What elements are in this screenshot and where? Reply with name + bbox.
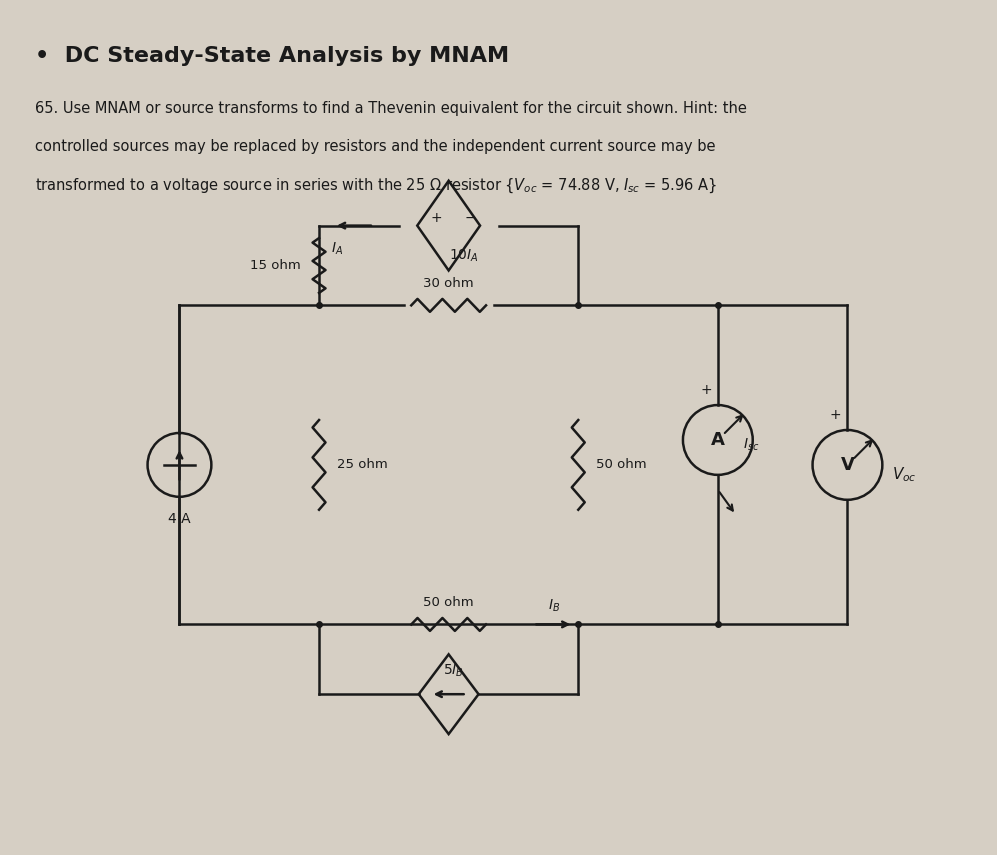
Text: +: + — [431, 210, 443, 225]
Text: $I_A$: $I_A$ — [331, 240, 343, 257]
Text: V: V — [840, 456, 854, 474]
Text: A: A — [711, 431, 725, 449]
Text: 50 ohm: 50 ohm — [424, 597, 474, 610]
Text: 65. Use MNAM or source transforms to find a Thevenin equivalent for the circuit : 65. Use MNAM or source transforms to fin… — [35, 101, 747, 116]
Text: transformed to a voltage source in series with the 25 Ω resistor {$V_{oc}$ = 74.: transformed to a voltage source in serie… — [35, 177, 717, 195]
Text: $I_{sc}$: $I_{sc}$ — [743, 437, 759, 453]
Text: $5 I_B$: $5 I_B$ — [443, 663, 465, 679]
Text: $10 I_A$: $10 I_A$ — [449, 248, 479, 264]
Text: $I_B$: $I_B$ — [548, 598, 560, 615]
Text: 30 ohm: 30 ohm — [424, 277, 474, 291]
Text: 15 ohm: 15 ohm — [250, 259, 301, 272]
Text: +: + — [830, 408, 841, 422]
Text: +: + — [700, 383, 712, 397]
Text: •  DC Steady-State Analysis by MNAM: • DC Steady-State Analysis by MNAM — [35, 46, 509, 66]
Text: 25 ohm: 25 ohm — [337, 458, 388, 471]
Text: 50 ohm: 50 ohm — [596, 458, 647, 471]
Text: $V_{oc}$: $V_{oc}$ — [892, 465, 917, 484]
Text: 4 A: 4 A — [168, 512, 190, 526]
Text: controlled sources may be replaced by resistors and the independent current sour: controlled sources may be replaced by re… — [35, 139, 716, 154]
Text: −: − — [465, 210, 477, 225]
